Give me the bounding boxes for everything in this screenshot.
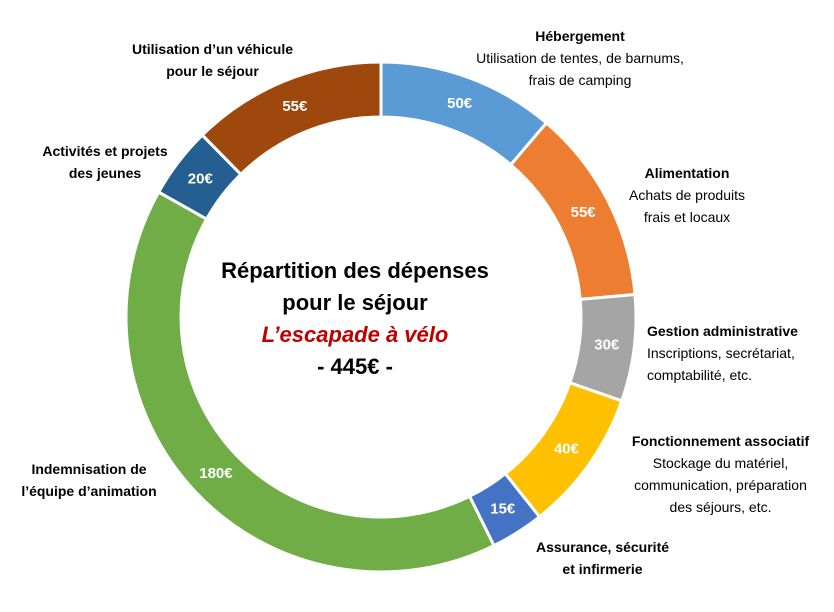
chart-title-line2: pour le séjour — [282, 290, 428, 315]
slice-label-7: Utilisation d’un véhicule pour le séjour — [105, 38, 320, 82]
slice-label-description: Inscriptions, secrétariat, — [647, 345, 795, 361]
slice-label-title: Gestion administrative — [647, 323, 798, 339]
slice-label-title: Indemnisation de — [31, 461, 147, 477]
chart-center-title: Répartition des dépenses pour le séjour … — [190, 255, 520, 383]
slice-label-description: frais de camping — [528, 72, 632, 88]
slice-value-3: 40€ — [554, 440, 580, 457]
slice-label-6: Activités et projets des jeunes — [20, 140, 190, 184]
slice-label-title: des jeunes — [68, 165, 142, 181]
slice-label-title: Assurance, sécurité — [535, 539, 670, 555]
slice-label-5: Indemnisation de l’équipe d’animation — [0, 458, 178, 502]
slice-value-2: 30€ — [594, 337, 620, 354]
slice-5 — [124, 190, 496, 574]
slice-label-title: Activités et projets — [42, 143, 168, 159]
chart-title: Répartition des dépenses — [221, 258, 489, 283]
slice-label-description: comptabilité, etc. — [647, 367, 753, 383]
slice-label-title: l’équipe d’animation — [21, 483, 157, 499]
slice-label-description: Achats de produits — [629, 187, 745, 203]
slice-label-title: pour le séjour — [166, 63, 259, 79]
slice-label-title: Utilisation d’un véhicule — [131, 41, 294, 57]
slice-label-title: Fonctionnement associatif — [631, 433, 810, 449]
chart-subtitle: L’escapade à vélo — [261, 322, 449, 347]
slice-label-title: et infirmerie — [562, 561, 643, 577]
slice-value-4: 15€ — [490, 501, 516, 518]
slice-value-0: 50€ — [447, 95, 473, 112]
slice-value-7: 55€ — [282, 98, 308, 115]
slice-label-4: Assurance, sécurité et infirmerie — [520, 536, 685, 580]
slice-value-1: 55€ — [571, 204, 597, 221]
slice-label-description: communication, préparation — [634, 477, 807, 493]
slice-label-description: frais et locaux — [643, 209, 731, 225]
slice-7 — [200, 60, 383, 177]
slice-label-title: Hébergement — [535, 28, 625, 44]
slice-label-3: Fonctionnement associatif Stockage du mat… — [608, 430, 833, 518]
slice-label-0: Hébergement Utilisation de tentes, de bar… — [430, 25, 730, 91]
slice-value-5: 180€ — [199, 465, 233, 482]
chart-total: - 445€ - — [317, 354, 393, 379]
slice-value-6: 20€ — [188, 170, 214, 187]
slice-label-2: Gestion administrative Inscriptions, secr… — [647, 320, 832, 386]
slice-label-description: Utilisation de tentes, de barnums, — [476, 50, 684, 66]
slice-label-title: Alimentation — [644, 165, 730, 181]
slice-label-1: Alimentation Achats de produits frais et l… — [612, 162, 762, 228]
slice-label-description: des séjours, etc. — [669, 499, 772, 515]
slice-label-description: Stockage du matériel, — [652, 455, 789, 471]
